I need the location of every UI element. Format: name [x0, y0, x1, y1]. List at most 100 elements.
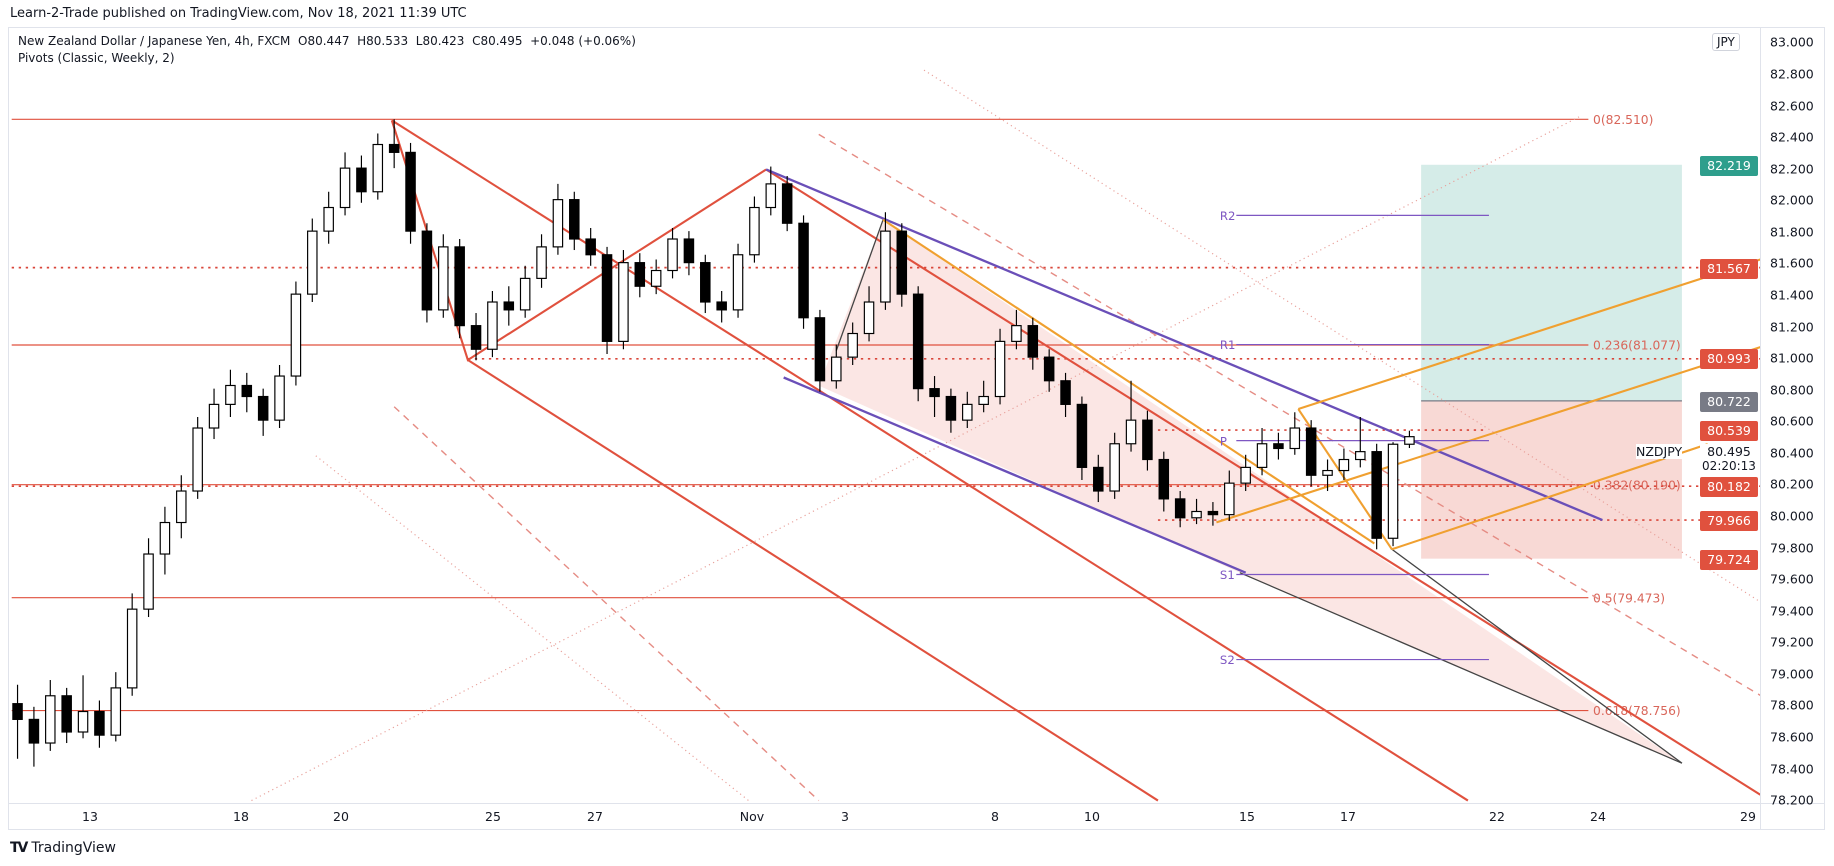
- candle-body-up: [1322, 469, 1333, 476]
- price-tick: 80.600: [1770, 413, 1814, 429]
- candle-body-down: [585, 238, 596, 256]
- candle: [634, 253, 646, 298]
- candle: [1207, 502, 1219, 526]
- price-tick: 81.200: [1770, 319, 1814, 335]
- candle-body-down: [700, 262, 711, 303]
- x-tick: 27: [587, 809, 603, 824]
- candle-body-up: [192, 427, 203, 492]
- candle: [732, 243, 744, 318]
- candle-body-up: [143, 553, 154, 610]
- purple-trendlines[interactable]: [765, 168, 1603, 574]
- candle: [1011, 309, 1022, 350]
- price-tick: 80.000: [1770, 508, 1814, 524]
- indicator-label[interactable]: Pivots (Classic, Weekly, 2): [18, 51, 175, 65]
- candle: [61, 687, 72, 744]
- candle: [749, 196, 760, 263]
- candle: [1289, 412, 1301, 455]
- target-zone[interactable]: [1421, 164, 1682, 401]
- candle-body-down: [1060, 380, 1071, 405]
- candle: [307, 218, 318, 303]
- candle-body-up: [1125, 419, 1137, 445]
- candle-body-down: [1207, 510, 1219, 516]
- candle: [1240, 454, 1251, 492]
- candle: [798, 215, 809, 329]
- chart-frame: [8, 27, 1825, 830]
- candle: [94, 700, 105, 748]
- x-tick: 10: [1084, 809, 1100, 824]
- price-tag: 79.966: [1700, 511, 1758, 532]
- candle: [519, 265, 531, 318]
- ohlc-open: O80.447: [298, 34, 350, 48]
- price-tick: 79.000: [1770, 666, 1814, 682]
- candle: [503, 286, 515, 326]
- candle-body-up: [176, 490, 187, 524]
- candle: [1273, 432, 1284, 460]
- candle: [421, 223, 433, 323]
- pivot-label: R2: [1220, 209, 1236, 223]
- candle-body-up: [880, 230, 891, 303]
- candle-body-down: [1305, 427, 1317, 476]
- orange-wedge[interactable]: [882, 218, 1761, 551]
- candle-body-up: [438, 246, 449, 311]
- candle-body-up: [1011, 325, 1022, 342]
- stop-zone[interactable]: [1421, 400, 1682, 559]
- current-price: 80.495: [1700, 444, 1758, 459]
- candle: [618, 250, 629, 350]
- candle: [880, 212, 891, 310]
- price-tick: 82.000: [1770, 192, 1814, 208]
- candle-body-up: [765, 183, 777, 209]
- candle-body-up: [1387, 443, 1399, 539]
- fib-retracement[interactable]: 0(82.510) 0.236(81.077) 0.382(80.190) 0.5(7…: [11, 113, 1681, 718]
- candle: [192, 416, 203, 499]
- tradingview-branding[interactable]: TV TradingView: [10, 840, 116, 856]
- candle-body-up: [1355, 451, 1366, 461]
- candle: [962, 391, 973, 429]
- candle: [77, 675, 89, 739]
- candle-body-down: [912, 293, 924, 390]
- candle-body-down: [798, 222, 809, 319]
- published-caption: Learn-2-Trade published on TradingView.c…: [10, 6, 467, 21]
- candle: [683, 231, 695, 276]
- pivot-label: P: [1220, 434, 1227, 448]
- price-tick: 81.800: [1770, 224, 1814, 240]
- candle: [1060, 372, 1071, 417]
- candle: [1371, 443, 1382, 550]
- wedge-outline[interactable]: [835, 219, 1683, 764]
- price-tag: 80.539: [1700, 420, 1758, 441]
- candle: [274, 365, 285, 429]
- candle: [552, 183, 564, 255]
- ohlc-low: L80.423: [415, 34, 465, 48]
- candle-body-down: [470, 325, 482, 350]
- chart-legend: New Zealand Dollar / Japanese Yen, 4h, F…: [18, 33, 636, 67]
- candle: [438, 234, 449, 318]
- horizontal-levels[interactable]: [11, 266, 1761, 521]
- candle-body-down: [241, 384, 253, 398]
- candle: [1305, 420, 1317, 487]
- x-tick: 17: [1340, 809, 1356, 824]
- candle: [601, 246, 613, 354]
- pivot-label: R1: [1220, 338, 1236, 352]
- x-tick: 22: [1489, 809, 1505, 824]
- x-tick: 3: [841, 809, 849, 824]
- candle: [650, 259, 662, 295]
- price-axis-border: [1760, 28, 1761, 829]
- x-tick: 8: [991, 809, 999, 824]
- x-tick: 15: [1239, 809, 1255, 824]
- candle-body-up: [1224, 482, 1235, 516]
- currency-badge[interactable]: JPY: [1712, 33, 1740, 51]
- candle: [1093, 454, 1104, 503]
- candle-body-down: [601, 254, 613, 342]
- candle-body-up: [126, 608, 138, 689]
- candle-body-up: [1404, 436, 1415, 445]
- candle-body-down: [28, 718, 40, 744]
- fib-label: 0.382(80.190): [1593, 478, 1681, 492]
- candle: [814, 309, 826, 392]
- x-tick: 18: [233, 809, 249, 824]
- symbol-title: New Zealand Dollar / Japanese Yen, 4h, F…: [18, 34, 291, 48]
- candle-body-up: [45, 695, 56, 744]
- candle-body-down: [1371, 451, 1382, 539]
- candles: [12, 119, 1415, 767]
- price-tick: 81.400: [1770, 287, 1814, 303]
- candle-body-down: [929, 388, 940, 398]
